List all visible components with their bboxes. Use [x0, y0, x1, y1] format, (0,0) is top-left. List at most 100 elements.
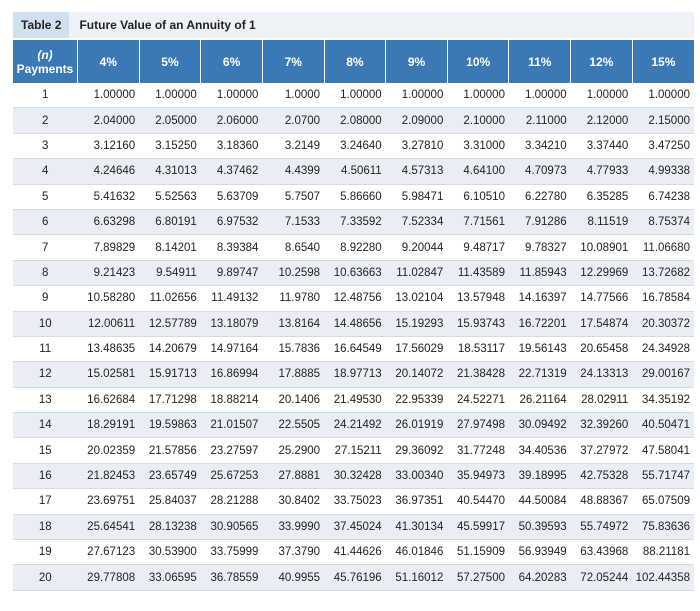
period-cell: 5 [13, 184, 78, 210]
value-cell: 5.98471 [385, 184, 448, 210]
table-row: 2 2.04000 2.05000 2.06000 2.0700 2.08000 2.090… [13, 107, 694, 134]
value-cell: 18.88214 [200, 387, 263, 414]
value-cell: 16.72201 [508, 311, 571, 337]
value-cell: 63.43968 [570, 539, 633, 566]
value-cell: 41.44626 [324, 539, 386, 566]
value-cell: 27.8881 [262, 463, 325, 490]
value-cell: 3.15250 [139, 133, 201, 160]
column-header: 4% [77, 40, 140, 83]
value-cell: 25.84037 [139, 488, 201, 515]
value-cell: 4.31013 [139, 158, 201, 185]
value-cell: 12.57789 [139, 311, 201, 337]
value-cell: 6.22780 [508, 184, 571, 210]
value-cell: 12.00611 [77, 311, 140, 337]
value-cell: 3.12160 [77, 133, 140, 160]
value-cell: 30.8402 [262, 488, 325, 515]
value-cell: 6.80191 [139, 209, 201, 236]
value-cell: 9.89747 [200, 260, 263, 287]
value-cell: 5.41632 [77, 184, 140, 210]
value-cell: 34.40536 [508, 437, 571, 464]
value-cell: 37.27972 [570, 437, 633, 464]
value-cell: 6.97532 [200, 209, 263, 236]
value-cell: 11.02847 [385, 260, 448, 287]
value-cell: 28.02911 [570, 387, 633, 414]
value-cell: 5.86660 [324, 184, 386, 210]
value-cell: 15.91713 [139, 361, 201, 388]
value-cell: 33.75023 [324, 488, 386, 515]
value-cell: 30.90565 [200, 514, 263, 541]
header-cell: (n) Payments [13, 40, 78, 83]
value-cell: 14.77566 [570, 285, 633, 312]
value-cell: 23.27597 [200, 437, 263, 464]
value-cell: 14.16397 [508, 285, 571, 312]
value-cell: 56.93949 [508, 539, 571, 566]
period-cell: 6 [13, 209, 78, 236]
value-cell: 35.94973 [447, 463, 509, 490]
value-cell: 46.01846 [385, 539, 448, 566]
table-title: Future Value of an Annuity of 1 [79, 18, 256, 32]
value-cell: 17.54874 [570, 311, 633, 337]
value-cell: 2.0700 [262, 107, 325, 134]
table-row: 16 21.82453 23.65749 25.67253 27.8881 30.3242… [13, 463, 694, 490]
value-cell: 51.15909 [447, 539, 509, 566]
value-cell: 9.48717 [447, 234, 509, 261]
period-cell: 20 [13, 564, 78, 591]
value-cell: 21.38428 [447, 361, 509, 388]
value-cell: 1.00000 [508, 83, 571, 109]
value-cell: 11.9780 [262, 285, 325, 312]
value-cell: 14.48656 [324, 311, 386, 337]
period-cell: 17 [13, 488, 78, 515]
value-cell: 25.2900 [262, 437, 325, 464]
value-cell: 47.58041 [632, 437, 694, 464]
column-header: 11% [508, 40, 571, 83]
header-row: (n) Payments 4% 5% 6% 7% 8% 9% 10% 11% 12% 15% [13, 40, 694, 83]
value-cell: 7.89829 [77, 234, 140, 261]
value-cell: 11.85943 [508, 260, 571, 287]
value-cell: 12.48756 [324, 285, 386, 312]
value-cell: 75.83636 [632, 514, 694, 541]
value-cell: 18.29191 [77, 412, 140, 439]
value-cell: 8.75374 [632, 209, 694, 236]
value-cell: 2.05000 [139, 107, 201, 134]
value-cell: 72.05244 [570, 564, 633, 591]
table-row: 6 6.63298 6.80191 6.97532 7.1533 7.33592 7.523… [13, 209, 694, 236]
value-cell: 102.44358 [632, 564, 694, 591]
title-bar: Table 2 Future Value of an Annuity of 1 [13, 12, 694, 38]
value-cell: 8.11519 [570, 209, 633, 236]
column-header: 12% [570, 40, 633, 83]
annuity-table: (n) Payments 4% 5% 6% 7% 8% 9% 10% 11% 12% 15% 1 1.… [13, 40, 694, 591]
value-cell: 2.12000 [570, 107, 633, 134]
value-cell: 29.77808 [77, 564, 140, 591]
table-row: 11 13.48635 14.20679 14.97164 15.7836 16.6454… [13, 336, 694, 363]
value-cell: 15.19293 [385, 311, 448, 337]
value-cell: 3.34210 [508, 133, 571, 160]
value-cell: 6.63298 [77, 209, 140, 236]
value-cell: 21.82453 [77, 463, 140, 490]
table-row: 7 7.89829 8.14201 8.39384 8.6540 8.92280 9.200… [13, 234, 694, 261]
value-cell: 13.72682 [632, 260, 694, 287]
table-row: 14 18.29191 19.59863 21.01507 22.5505 24.2149… [13, 412, 694, 439]
value-cell: 21.01507 [200, 412, 263, 439]
value-cell: 9.54911 [139, 260, 201, 287]
value-cell: 10.2598 [262, 260, 325, 287]
value-cell: 32.39260 [570, 412, 633, 439]
value-cell: 20.02359 [77, 437, 140, 464]
value-cell: 5.63709 [200, 184, 263, 210]
value-cell: 4.37462 [200, 158, 263, 185]
value-cell: 8.92280 [324, 234, 386, 261]
table-row: 12 15.02581 15.91713 16.86994 17.8885 18.9771… [13, 361, 694, 388]
value-cell: 7.33592 [324, 209, 386, 236]
value-cell: 36.78559 [200, 564, 263, 591]
table-row: 20 29.77808 33.06595 36.78559 40.9955 45.7619… [13, 564, 694, 591]
value-cell: 51.16012 [385, 564, 448, 591]
value-cell: 21.57856 [139, 437, 201, 464]
value-cell: 7.52334 [385, 209, 448, 236]
value-cell: 1.00000 [570, 83, 633, 109]
period-cell: 18 [13, 514, 78, 541]
column-header: 9% [385, 40, 448, 83]
value-cell: 34.35192 [632, 387, 694, 414]
value-cell: 28.21288 [200, 488, 263, 515]
column-header: 8% [323, 40, 386, 83]
value-cell: 4.57313 [385, 158, 448, 185]
payments-label: Payments [16, 61, 74, 76]
